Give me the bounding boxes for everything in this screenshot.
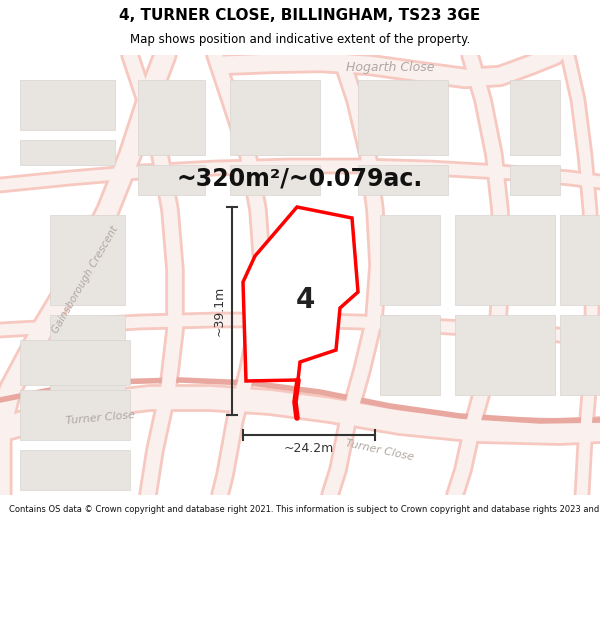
Polygon shape [20, 390, 130, 440]
Polygon shape [20, 450, 130, 490]
Polygon shape [138, 80, 205, 155]
Polygon shape [510, 165, 560, 195]
Polygon shape [358, 165, 448, 195]
Text: ~320m²/~0.079ac.: ~320m²/~0.079ac. [177, 166, 423, 190]
Polygon shape [138, 165, 205, 195]
Polygon shape [560, 215, 600, 305]
Text: ~39.1m: ~39.1m [212, 286, 226, 336]
Text: Contains OS data © Crown copyright and database right 2021. This information is : Contains OS data © Crown copyright and d… [9, 506, 600, 514]
Text: Turner Close: Turner Close [65, 410, 135, 426]
Polygon shape [380, 215, 440, 305]
Text: ~24.2m: ~24.2m [284, 442, 334, 456]
Polygon shape [20, 140, 115, 165]
Polygon shape [455, 315, 555, 395]
Polygon shape [358, 80, 448, 155]
Polygon shape [380, 315, 440, 395]
Polygon shape [560, 315, 600, 395]
Text: Turner Close: Turner Close [345, 438, 415, 462]
Polygon shape [20, 340, 130, 385]
Polygon shape [510, 80, 560, 155]
Text: Hogarth Close: Hogarth Close [346, 61, 434, 74]
Polygon shape [243, 207, 358, 381]
Polygon shape [230, 80, 320, 155]
Text: Map shows position and indicative extent of the property.: Map shows position and indicative extent… [130, 33, 470, 46]
Polygon shape [20, 80, 115, 130]
Text: 4: 4 [295, 286, 314, 314]
Polygon shape [230, 165, 320, 195]
Polygon shape [50, 215, 125, 305]
Polygon shape [455, 215, 555, 305]
Text: 4, TURNER CLOSE, BILLINGHAM, TS23 3GE: 4, TURNER CLOSE, BILLINGHAM, TS23 3GE [119, 8, 481, 23]
Polygon shape [50, 315, 125, 395]
Text: Gainsborough Crescent: Gainsborough Crescent [50, 224, 120, 336]
